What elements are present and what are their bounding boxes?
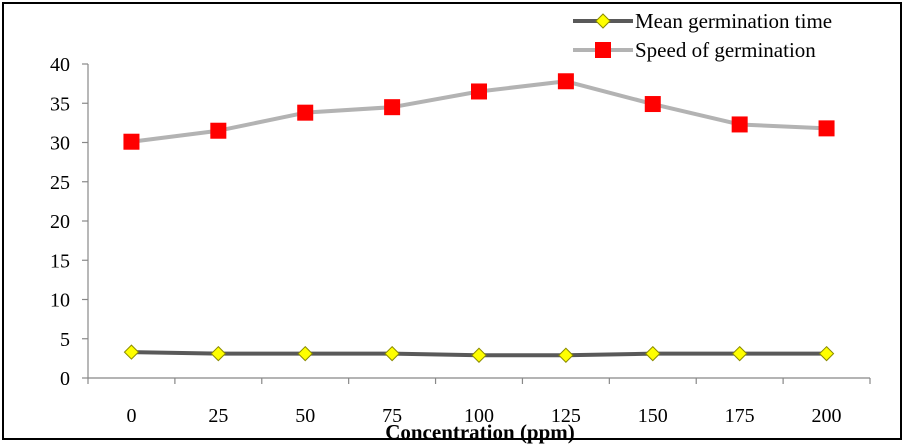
data-point-mean-germination-time: [210, 345, 227, 362]
y-tick-label: 15: [50, 250, 70, 272]
data-point-speed-of-germination: [297, 104, 314, 121]
y-tick-label: 35: [50, 93, 70, 115]
legend-item-speed-of-germination: Speed of germination: [573, 38, 816, 62]
legend: Mean germination time Speed of germinati…: [573, 9, 832, 62]
data-point-speed-of-germination: [123, 133, 140, 150]
legend-marker-mean-germination-time: [595, 13, 611, 29]
data-point-speed-of-germination: [471, 83, 487, 100]
series: [123, 73, 835, 363]
data-point-mean-germination-time: [645, 345, 661, 362]
data-point-mean-germination-time: [384, 345, 400, 362]
x-tick-label: 25: [208, 405, 228, 427]
data-point-mean-germination-time: [297, 345, 313, 362]
data-point-mean-germination-time: [558, 347, 574, 363]
data-point-mean-germination-time: [471, 347, 487, 363]
data-point-speed-of-germination: [210, 122, 227, 139]
data-point-speed-of-germination: [818, 120, 835, 137]
series-mean-germination-time: [123, 344, 835, 363]
data-point-speed-of-germination: [384, 99, 401, 116]
y-tick-label: 10: [50, 290, 70, 312]
x-tick-label: 150: [638, 405, 668, 427]
legend-marker-speed-of-germination: [595, 42, 611, 58]
axes: [87, 64, 870, 379]
y-tick-label: 0: [60, 368, 70, 390]
data-point-mean-germination-time: [818, 345, 835, 362]
x-tick-label: 50: [295, 405, 315, 427]
x-tick-label: 200: [812, 405, 842, 427]
data-point-speed-of-germination: [644, 96, 661, 113]
x-tick-label: 75: [382, 405, 402, 427]
legend-item-mean-germination-time: Mean germination time: [573, 9, 832, 33]
x-tick-label: 175: [725, 405, 755, 427]
x-axis-title: Concentration (ppm): [385, 420, 575, 444]
y-tick-label: 5: [60, 329, 70, 351]
x-tick-label: 0: [126, 405, 136, 427]
y-ticks: 0 5 10 15 20 25 30 35 40: [50, 54, 88, 390]
data-point-speed-of-germination: [731, 116, 748, 133]
y-tick-label: 20: [50, 211, 70, 233]
x-tick-label: 100: [464, 405, 494, 427]
legend-label-speed-of-germination: Speed of germination: [635, 38, 816, 62]
y-tick-label: 25: [50, 172, 70, 194]
data-point-speed-of-germination: [557, 73, 574, 90]
y-tick-label: 30: [50, 133, 70, 155]
series-speed-of-germination: [123, 73, 835, 150]
legend-label-mean-germination-time: Mean germination time: [635, 9, 832, 33]
y-tick-label: 40: [50, 54, 70, 76]
chart-frame: [2, 2, 902, 440]
data-point-mean-germination-time: [731, 345, 748, 362]
data-point-mean-germination-time: [123, 344, 140, 360]
x-tick-label: 125: [551, 405, 581, 427]
x-ticks: 0 25 50 75 100 125 150 175 200: [87, 378, 871, 427]
